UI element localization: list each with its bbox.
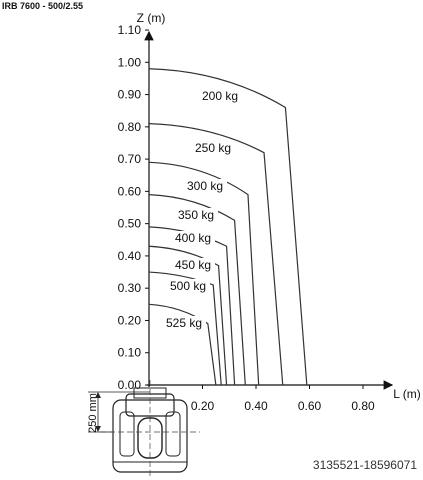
- robot-wrist-icon: [88, 380, 200, 478]
- x-tick-label: 0.60: [298, 399, 322, 413]
- series-line: [148, 271, 222, 386]
- y-axis-label: Z (m): [137, 11, 166, 25]
- y-tick-label: 1.10: [118, 23, 142, 37]
- x-tick-label: 0.20: [191, 399, 215, 413]
- series-line: [148, 303, 217, 386]
- listing-id: 3135521-18596071: [312, 458, 417, 472]
- series-layer: 200 kg 250 kg 300 kg 350 kg 400 kg 450 kg 500 …: [148, 68, 308, 386]
- series-label-bg: [176, 208, 218, 222]
- series-label-bg: [173, 231, 215, 245]
- series-label: 400 kg: [175, 231, 211, 245]
- series-label-bg: [193, 141, 235, 155]
- y-tick-label: 0.70: [118, 152, 142, 166]
- tick-labels: Z (m) L (m) 0.00 0.10 0.20 0.30 0.40 0.50 0.60 0.…: [118, 11, 421, 413]
- x-axis-label: L (m): [393, 387, 421, 401]
- chart-title: IRB 7600 - 500/2.55: [2, 1, 84, 11]
- series-line: [148, 123, 284, 386]
- series-label-bg: [164, 316, 206, 330]
- offset-dimension-label: 250 mm: [87, 393, 99, 433]
- y-tick-label: 0.80: [118, 120, 142, 134]
- y-tick-label: 0.00: [118, 378, 142, 392]
- series-label: 525 kg: [166, 316, 202, 330]
- y-tick-label: 1.00: [118, 55, 142, 69]
- x-tick-label: 0.80: [351, 399, 375, 413]
- series-label-bg: [185, 179, 227, 193]
- series-label-bg: [173, 258, 215, 272]
- x-tick-label: 0.40: [244, 399, 268, 413]
- series-label-bg: [168, 279, 210, 293]
- y-tick-label: 0.30: [118, 281, 142, 295]
- y-tick-label: 0.90: [118, 88, 142, 102]
- y-tick-label: 0.50: [118, 217, 142, 231]
- y-tick-label: 0.60: [118, 184, 142, 198]
- series-label: 500 kg: [170, 279, 206, 293]
- series-line: [148, 68, 308, 386]
- series-label: 350 kg: [178, 208, 214, 222]
- series-line: [148, 245, 228, 386]
- series-label: 450 kg: [175, 258, 211, 272]
- axes: [144, 29, 394, 390]
- y-tick-label: 0.40: [118, 249, 142, 263]
- y-tick-label: 0.20: [118, 313, 142, 327]
- series-label: 200 kg: [202, 89, 238, 103]
- series-label-bg: [200, 89, 242, 103]
- series-line: [148, 194, 246, 386]
- series-label: 300 kg: [187, 179, 223, 193]
- series-label: 250 kg: [195, 141, 231, 155]
- y-tick-label: 0.10: [118, 346, 142, 360]
- series-line: [148, 161, 260, 386]
